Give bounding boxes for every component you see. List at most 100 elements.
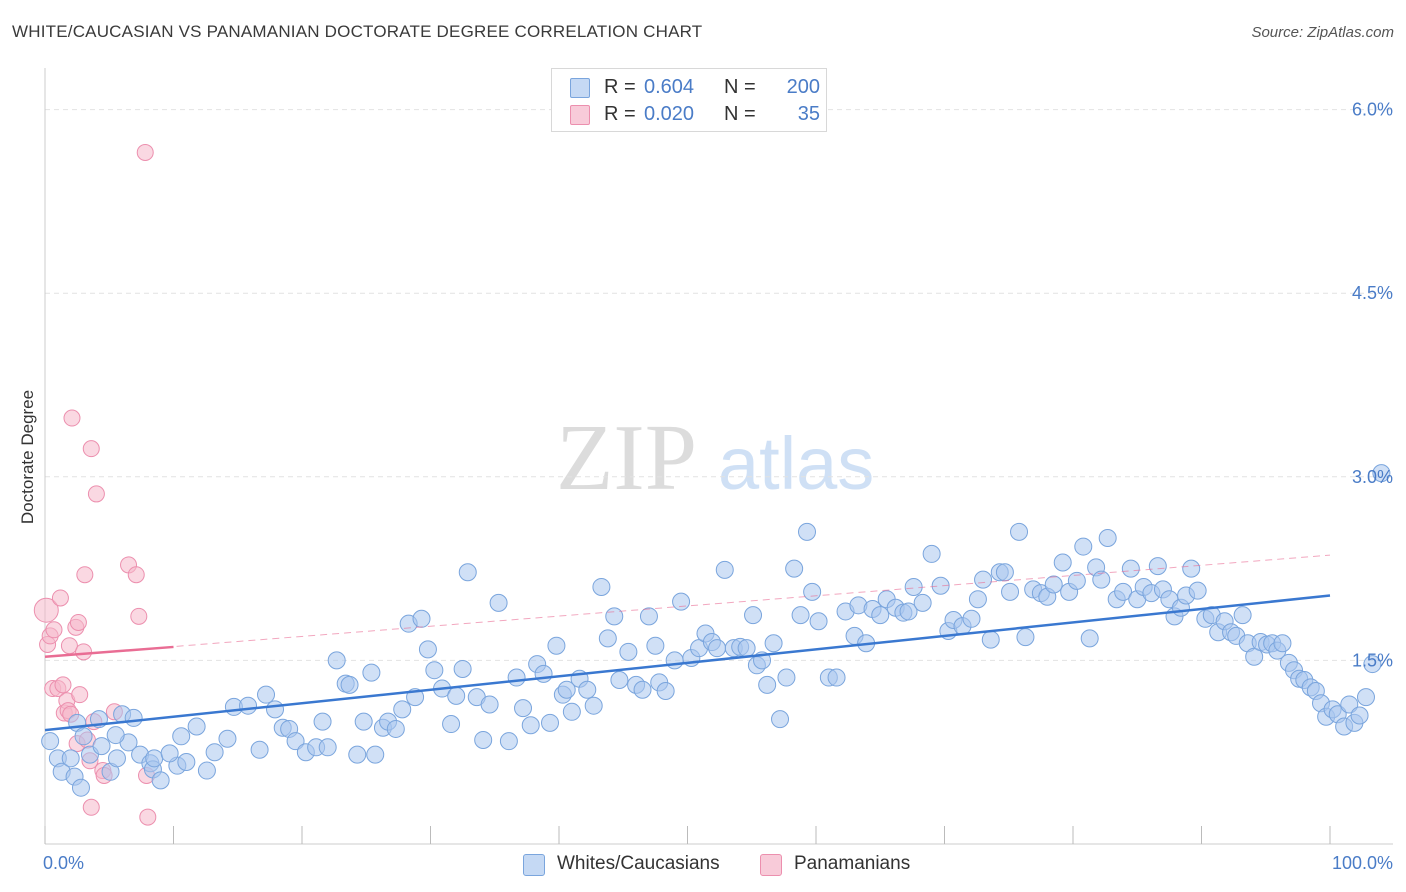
whites-point xyxy=(172,727,191,746)
chart-title: WHITE/CAUCASIAN VS PANAMANIAN DOCTORATE … xyxy=(12,22,703,41)
whites-point xyxy=(913,593,932,612)
whites-point xyxy=(598,629,617,648)
whites-point xyxy=(899,602,918,621)
x-tick-label-min: 0.0% xyxy=(43,853,84,873)
whites-point xyxy=(708,639,727,658)
panamanians-point xyxy=(45,621,63,639)
whites-point xyxy=(521,716,540,735)
whites-point xyxy=(453,659,472,678)
whites-point xyxy=(968,590,987,609)
whites-point xyxy=(827,668,846,687)
whites-point xyxy=(92,737,111,756)
legend-n-label: N = xyxy=(724,76,756,98)
whites-points xyxy=(41,464,1391,797)
trend-lines xyxy=(44,554,1331,732)
whites-trend-line xyxy=(44,594,1331,732)
whites-point xyxy=(442,715,461,734)
y-axis-label: Doctorate Degree xyxy=(18,390,37,524)
whites-point xyxy=(791,606,810,625)
whites-point xyxy=(584,696,603,715)
whites-point xyxy=(1363,655,1382,674)
panamanians-point xyxy=(60,637,78,655)
panamanians-point xyxy=(54,676,72,694)
whites-point xyxy=(106,726,125,745)
whites-point xyxy=(250,740,269,759)
legend-swatch-panamanians xyxy=(570,105,590,125)
whites-point xyxy=(798,522,817,541)
axes xyxy=(44,68,1393,845)
whites-point xyxy=(313,712,332,731)
whites-point xyxy=(1233,606,1252,625)
whites-point xyxy=(803,582,822,601)
whites-point xyxy=(974,570,993,589)
whites-point xyxy=(257,685,276,704)
whites-point xyxy=(1350,706,1369,725)
legend-swatch-panamanians xyxy=(760,854,782,876)
y-tick-label: 6.0% xyxy=(1352,100,1393,120)
panamanians-point xyxy=(75,643,93,661)
whites-point xyxy=(71,778,90,797)
whites-point xyxy=(541,713,560,732)
panamanians-point xyxy=(87,485,105,503)
tick-labels: 1.5% 3.0% 4.5% 6.0% 0.0% 100.0% xyxy=(43,100,1393,873)
whites-point xyxy=(107,749,126,768)
whites-point xyxy=(327,651,346,670)
whites-point xyxy=(1273,634,1292,653)
whites-point xyxy=(995,563,1014,582)
whites-point xyxy=(785,559,804,578)
panamanians-point xyxy=(51,589,69,607)
whites-point xyxy=(981,630,1000,649)
whites-point xyxy=(1044,575,1063,594)
legend-r-value-whites: 0.604 xyxy=(644,76,695,98)
whites-point xyxy=(809,612,828,631)
whites-point xyxy=(74,727,93,746)
whites-point xyxy=(187,717,206,736)
whites-point xyxy=(514,699,533,718)
y-tick-label: 1.5% xyxy=(1352,650,1393,670)
whites-point xyxy=(1092,570,1111,589)
whites-point xyxy=(737,639,756,658)
whites-point xyxy=(592,577,611,596)
panamanians-point xyxy=(63,409,81,427)
whites-point xyxy=(764,634,783,653)
whites-point xyxy=(656,682,675,700)
whites-point xyxy=(1010,522,1029,541)
whites-point xyxy=(447,686,466,705)
whites-point xyxy=(41,732,60,751)
whites-point xyxy=(1182,559,1201,578)
y-tick-label: 4.5% xyxy=(1352,283,1393,303)
whites-point xyxy=(962,609,981,628)
whites-point xyxy=(348,745,367,764)
whites-point xyxy=(318,738,337,757)
whites-point xyxy=(393,700,412,719)
whites-point xyxy=(672,592,691,611)
legend-swatch-whites xyxy=(570,78,590,98)
whites-point xyxy=(1114,582,1133,601)
watermark-atlas: atlas xyxy=(718,422,874,505)
legend-n-value-panamanians: 35 xyxy=(797,103,820,125)
whites-point xyxy=(197,761,216,780)
whites-point xyxy=(1067,571,1086,590)
whites-point xyxy=(557,680,576,699)
whites-point xyxy=(1001,582,1020,601)
whites-point xyxy=(418,640,437,659)
whites-point xyxy=(489,593,508,612)
panamanians-point xyxy=(76,566,94,584)
whites-point xyxy=(362,663,381,682)
whites-point xyxy=(412,609,431,628)
whites-point xyxy=(1080,629,1099,648)
whites-point xyxy=(1148,557,1167,576)
whites-point xyxy=(458,563,477,582)
whites-point xyxy=(239,696,258,715)
whites-point xyxy=(1121,559,1140,578)
whites-point xyxy=(633,680,652,699)
whites-point xyxy=(124,708,143,727)
panamanians-point xyxy=(130,607,148,625)
whites-point xyxy=(1188,581,1207,600)
whites-point xyxy=(777,668,796,687)
whites-point xyxy=(715,560,734,579)
legend-n-value-whites: 200 xyxy=(786,76,820,98)
whites-point xyxy=(61,749,80,768)
panamanians-trend-line xyxy=(44,645,174,658)
